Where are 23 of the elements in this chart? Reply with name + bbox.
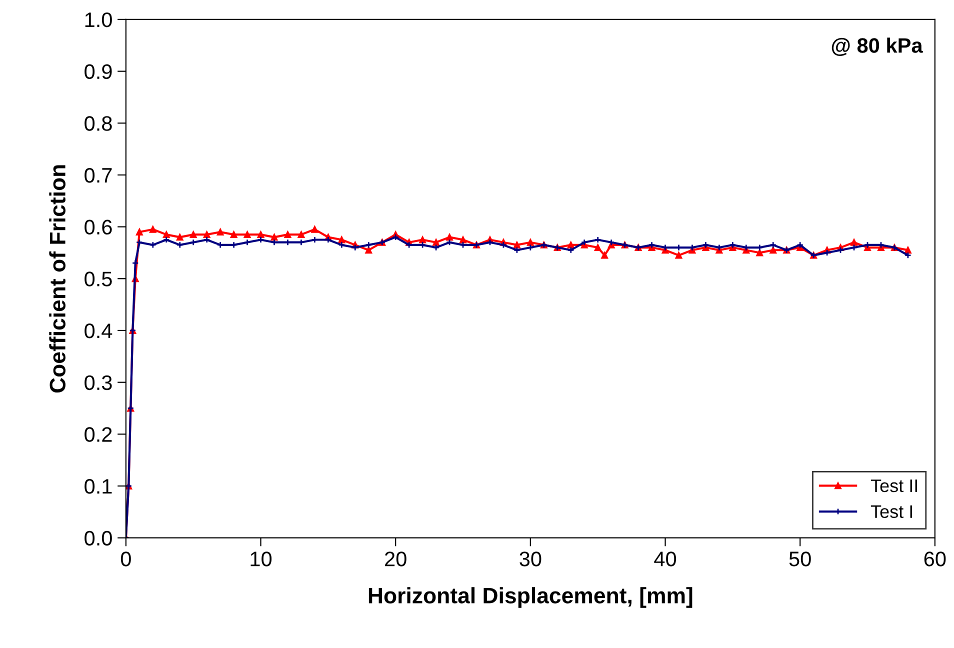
- y-tick-label: 1.0: [85, 12, 112, 28]
- y-tick-label: 0.6: [84, 220, 112, 235]
- y-tick-label: 0.5: [84, 272, 112, 286]
- x-tick-label: 10: [250, 552, 272, 566]
- y-tick-label: 0.2: [84, 427, 112, 442]
- y-tick-label: 0.7: [84, 168, 112, 183]
- y-tick-label: 0.3: [84, 375, 112, 390]
- y-tick-label: 0.9: [84, 64, 112, 80]
- x-tick-label: 50: [789, 552, 811, 566]
- y-tick-label: 0.8: [84, 116, 112, 131]
- y-tick-label: 0.1: [84, 479, 112, 494]
- y-axis-title: Coefficient of Friction: [49, 165, 66, 393]
- x-tick-label: 20: [385, 552, 406, 566]
- legend-label: Test I: [870, 505, 912, 518]
- legend-label: Test II: [870, 480, 918, 492]
- x-tick-label: 40: [654, 552, 676, 566]
- text: @ 80 kPa: [832, 38, 923, 56]
- x-tick-label: 60: [924, 552, 946, 566]
- x-tick-label: 30: [520, 552, 542, 566]
- y-tick-label: 0.4: [84, 323, 112, 338]
- x-tick-label: 0: [120, 552, 131, 566]
- y-tick-label: 0.0: [84, 530, 112, 546]
- x-axis-title: Horizontal Displacement, [mm]: [368, 587, 692, 608]
